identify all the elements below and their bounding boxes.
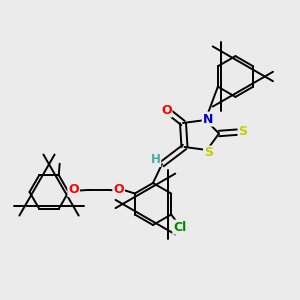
Text: S: S bbox=[204, 146, 213, 160]
Text: O: O bbox=[113, 183, 124, 196]
Text: H: H bbox=[151, 153, 160, 166]
Text: O: O bbox=[68, 183, 79, 196]
Text: O: O bbox=[161, 103, 172, 117]
Text: N: N bbox=[203, 112, 213, 126]
Text: S: S bbox=[238, 125, 247, 139]
Text: Cl: Cl bbox=[173, 220, 187, 234]
